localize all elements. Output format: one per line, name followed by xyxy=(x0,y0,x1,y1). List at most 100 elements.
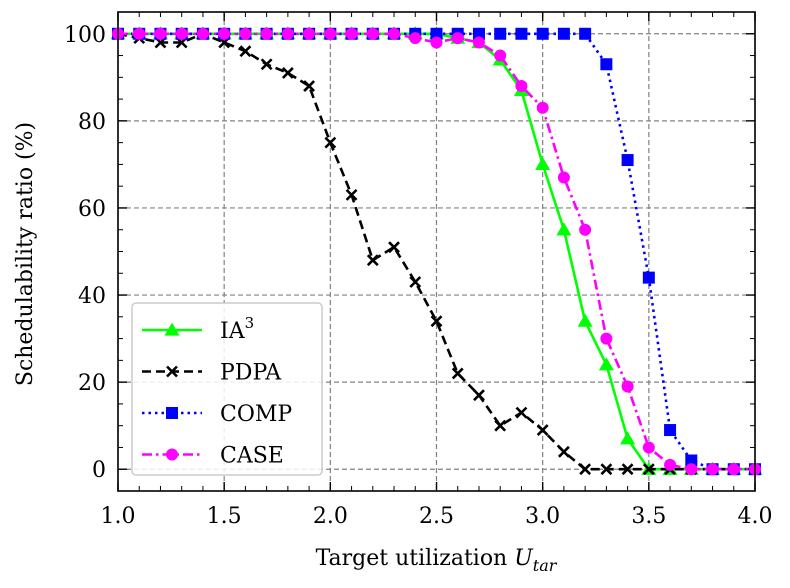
data-point-case xyxy=(388,27,401,40)
data-point-case xyxy=(642,441,655,454)
data-point-pdpa xyxy=(324,136,337,149)
x-tick-label: 1.0 xyxy=(101,504,136,529)
data-point-case xyxy=(536,101,549,114)
data-point-case xyxy=(239,27,252,40)
legend-entry-ia: IA3 xyxy=(142,314,254,344)
data-point-pdpa xyxy=(366,254,379,267)
series-case xyxy=(112,27,761,476)
legend-marker-ia xyxy=(164,322,180,336)
data-point-case xyxy=(196,27,209,40)
data-point-comp xyxy=(621,154,634,167)
data-point-pdpa xyxy=(536,424,549,436)
data-point-case xyxy=(600,332,613,345)
y-tick-label: 80 xyxy=(78,110,106,135)
data-point-case xyxy=(664,458,677,471)
data-point-comp xyxy=(685,454,698,467)
data-point-case xyxy=(706,463,719,476)
data-point-pdpa xyxy=(579,463,592,476)
x-axis-title: Target utilization Utar xyxy=(316,546,558,575)
y-tick-label: 20 xyxy=(78,371,106,396)
data-point-pdpa xyxy=(430,315,443,328)
x-tick-label: 3.5 xyxy=(631,504,666,529)
data-point-case xyxy=(409,32,422,45)
data-point-ia xyxy=(598,357,614,371)
data-point-case xyxy=(175,27,188,40)
y-tick-label: 60 xyxy=(78,197,106,222)
legend-label-ia: IA3 xyxy=(220,314,254,344)
x-tick-label: 2.5 xyxy=(419,504,454,529)
data-point-case xyxy=(472,36,485,49)
series-layer xyxy=(110,26,763,476)
data-point-comp xyxy=(515,27,528,40)
data-point-pdpa xyxy=(473,389,485,402)
data-point-comp xyxy=(430,27,443,40)
data-point-case xyxy=(345,27,358,40)
data-point-pdpa xyxy=(281,67,294,79)
data-point-case xyxy=(133,27,146,40)
data-point-case xyxy=(557,171,570,184)
data-point-case xyxy=(430,36,443,49)
data-point-case xyxy=(515,80,528,93)
data-point-pdpa xyxy=(515,406,528,419)
legend-label-case: CASE xyxy=(220,444,284,469)
data-point-ia xyxy=(620,431,636,445)
data-point-comp xyxy=(642,271,655,284)
data-point-pdpa xyxy=(260,58,273,71)
data-point-ia xyxy=(556,222,572,236)
legend-marker-comp xyxy=(166,407,178,419)
data-point-comp xyxy=(600,58,613,71)
data-point-pdpa xyxy=(642,463,655,476)
legend-box xyxy=(131,302,323,476)
data-point-case xyxy=(366,27,379,40)
data-point-case xyxy=(218,27,231,40)
data-point-case xyxy=(685,463,698,476)
data-point-pdpa xyxy=(239,45,252,58)
data-point-case xyxy=(451,32,464,45)
x-tick-label: 2.0 xyxy=(313,504,348,529)
data-point-case xyxy=(727,463,740,476)
x-tick-label: 4.0 xyxy=(738,504,773,529)
data-point-case xyxy=(324,27,337,40)
data-point-pdpa xyxy=(600,463,613,476)
legend-entry-comp: COMP xyxy=(142,402,292,427)
tick-labels: 1.0 1.5 2.0 2.5 3.0 3.5 4.0 0 20 40 60 80 100 xyxy=(64,23,773,529)
legend: IA3 PDPA COMP CASE xyxy=(131,302,323,476)
data-point-ia xyxy=(577,313,593,327)
data-point-pdpa xyxy=(451,367,464,380)
data-point-comp xyxy=(557,27,570,40)
data-point-comp xyxy=(579,27,592,40)
data-point-case xyxy=(579,223,592,236)
legend-label-comp: COMP xyxy=(220,402,292,427)
y-axis-title: Schedulability ratio (%) xyxy=(13,122,38,386)
x-tick-label: 1.5 xyxy=(207,504,242,529)
y-tick-label: 0 xyxy=(92,458,106,483)
x-tick-label: 3.0 xyxy=(525,504,560,529)
data-point-case xyxy=(154,27,167,40)
legend-label-pdpa: PDPA xyxy=(220,361,282,386)
data-point-case xyxy=(303,27,316,40)
data-point-pdpa xyxy=(303,80,316,92)
y-tick-label: 100 xyxy=(64,23,106,48)
data-point-comp xyxy=(494,27,507,40)
data-point-pdpa xyxy=(494,419,507,432)
plot-frame xyxy=(117,11,756,492)
legend-entry-pdpa: PDPA xyxy=(142,361,282,386)
data-point-pdpa xyxy=(621,463,634,476)
y-tick-label: 40 xyxy=(78,284,106,309)
data-point-case xyxy=(494,49,507,62)
data-point-comp xyxy=(472,27,485,40)
data-point-comp xyxy=(664,424,677,437)
legend-entry-case: CASE xyxy=(142,444,284,469)
data-point-case xyxy=(281,27,294,40)
data-point-ia xyxy=(535,156,551,171)
data-point-pdpa xyxy=(388,241,400,254)
data-point-pdpa xyxy=(557,445,570,458)
legend-marker-case xyxy=(166,448,178,461)
legend-marker-pdpa xyxy=(166,365,178,378)
data-point-case xyxy=(260,27,273,40)
data-point-comp xyxy=(536,27,549,40)
data-point-case xyxy=(621,380,634,393)
data-point-pdpa xyxy=(345,188,358,201)
data-point-pdpa xyxy=(409,276,422,288)
